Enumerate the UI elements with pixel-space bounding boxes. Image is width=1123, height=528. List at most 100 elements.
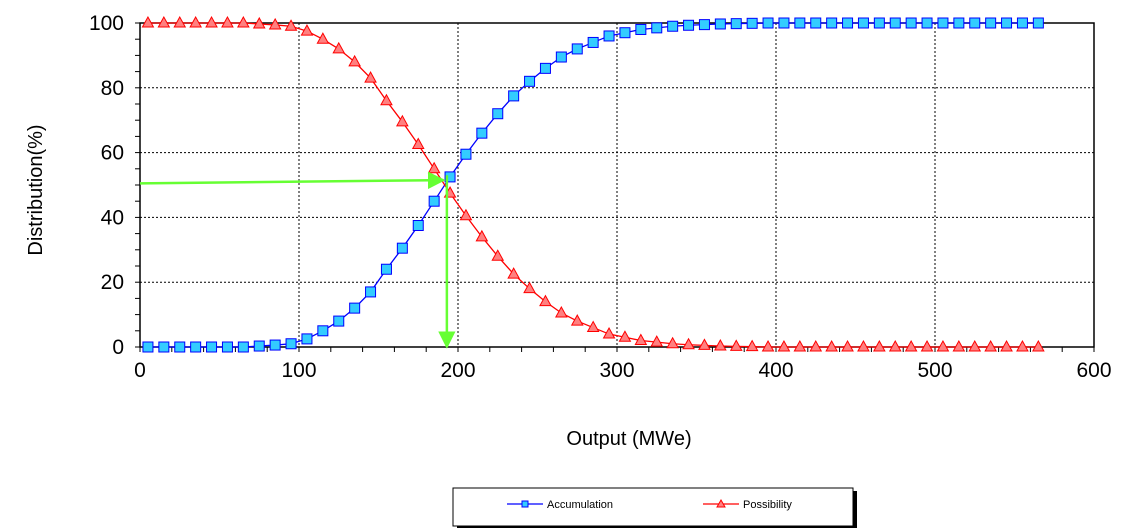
data-point-accumulation (873, 17, 885, 29)
data-point-accumulation (349, 302, 361, 314)
data-point-possibility (729, 339, 743, 351)
data-point-possibility (936, 339, 950, 352)
x-tick-label: 400 (758, 359, 793, 382)
data-point-accumulation (476, 127, 488, 139)
data-point-possibility (1016, 339, 1029, 352)
data-point-accumulation (333, 315, 345, 327)
data-point-possibility (316, 32, 330, 44)
data-point-possibility (1000, 339, 1013, 352)
data-point-accumulation (587, 36, 599, 48)
y-tick-label: 20 (101, 271, 124, 294)
data-point-possibility (284, 19, 298, 31)
axis-ticks (135, 22, 1095, 352)
x-tick-label: 500 (917, 359, 952, 382)
y-tick-label: 0 (112, 336, 124, 359)
data-point-possibility (300, 24, 314, 36)
data-point-accumulation (1001, 17, 1013, 29)
data-point-possibility (745, 339, 759, 352)
data-point-possibility (952, 339, 966, 352)
data-point-possibility (252, 16, 266, 29)
data-point-possibility (698, 338, 711, 350)
data-point-accumulation (651, 22, 663, 34)
legend-swatch-marker (521, 500, 529, 508)
data-point-possibility (364, 71, 377, 83)
data-point-possibility (618, 330, 632, 342)
legend: Accumulation Possibility (452, 487, 857, 528)
annotations (139, 171, 456, 349)
data-point-possibility (523, 281, 536, 294)
data-point-accumulation (301, 333, 313, 345)
data-point-possibility (793, 339, 807, 352)
tick-labels: 0 100 200 300 400 500 600 0 20 40 60 80 100 (89, 12, 1112, 382)
data-point-accumulation (253, 340, 265, 352)
data-point-possibility (602, 327, 616, 339)
data-point-possibility (857, 339, 870, 352)
data-point-accumulation (237, 341, 249, 353)
data-point-possibility (984, 339, 997, 352)
data-point-possibility (682, 337, 695, 350)
data-point-possibility (396, 114, 409, 127)
data-point-accumulation (826, 17, 838, 29)
data-point-accumulation (221, 341, 233, 353)
data-point-possibility (666, 336, 679, 349)
data-point-possibility (586, 320, 600, 333)
data-point-possibility (920, 339, 934, 352)
data-point-accumulation (905, 17, 917, 29)
data-point-accumulation (969, 17, 981, 29)
data-point-accumulation (730, 18, 742, 30)
data-point-accumulation (953, 17, 965, 29)
data-point-accumulation (857, 17, 869, 29)
data-point-accumulation (285, 338, 297, 350)
data-point-accumulation (380, 263, 392, 275)
y-tick-label: 100 (89, 12, 124, 35)
data-point-possibility (904, 339, 918, 352)
y-tick-label: 60 (101, 142, 124, 165)
data-point-accumulation (206, 341, 218, 353)
data-point-possibility (714, 338, 727, 351)
data-point-accumulation (810, 17, 822, 29)
y-tick-label: 80 (101, 77, 124, 100)
data-point-accumulation (428, 195, 440, 207)
data-point-possibility (173, 15, 187, 28)
data-point-possibility (507, 267, 520, 279)
data-point-possibility (570, 314, 584, 326)
x-axis-label: Output (MWe) (566, 428, 691, 450)
data-point-accumulation (508, 90, 520, 102)
data-point-accumulation (269, 339, 281, 351)
data-point-accumulation (174, 341, 186, 353)
data-point-accumulation (889, 17, 901, 29)
data-point-accumulation (667, 20, 679, 32)
legend-swatch-marker (716, 498, 726, 508)
data-point-possibility (873, 339, 886, 352)
data-point-accumulation (539, 62, 551, 74)
data-point-accumulation (778, 17, 790, 29)
data-point-accumulation (571, 43, 583, 55)
data-point-possibility (411, 137, 425, 149)
annotation-arrow (139, 171, 446, 190)
data-point-possibility (491, 249, 505, 261)
data-point-possibility (427, 161, 441, 174)
data-point-accumulation (937, 17, 949, 29)
data-point-accumulation (921, 17, 933, 29)
data-point-possibility (221, 15, 234, 28)
data-point-accumulation (396, 242, 408, 254)
data-point-possibility (380, 93, 393, 106)
x-tick-label: 0 (134, 359, 146, 382)
data-point-possibility (205, 15, 218, 28)
data-point-possibility (841, 339, 854, 352)
data-point-possibility (268, 17, 282, 30)
data-point-accumulation (524, 75, 536, 87)
data-point-accumulation (746, 17, 758, 29)
data-point-possibility (539, 294, 552, 307)
y-tick-label: 40 (101, 206, 124, 229)
data-point-possibility (968, 339, 982, 352)
x-tick-label: 200 (440, 359, 475, 382)
data-point-possibility (459, 208, 473, 221)
data-point-accumulation (365, 286, 377, 298)
data-point-possibility (650, 335, 664, 347)
x-tick-label: 100 (281, 359, 316, 382)
data-point-accumulation (412, 220, 424, 231)
data-point-accumulation (1032, 17, 1044, 29)
legend-label-accumulation: Accumulation (547, 499, 613, 511)
